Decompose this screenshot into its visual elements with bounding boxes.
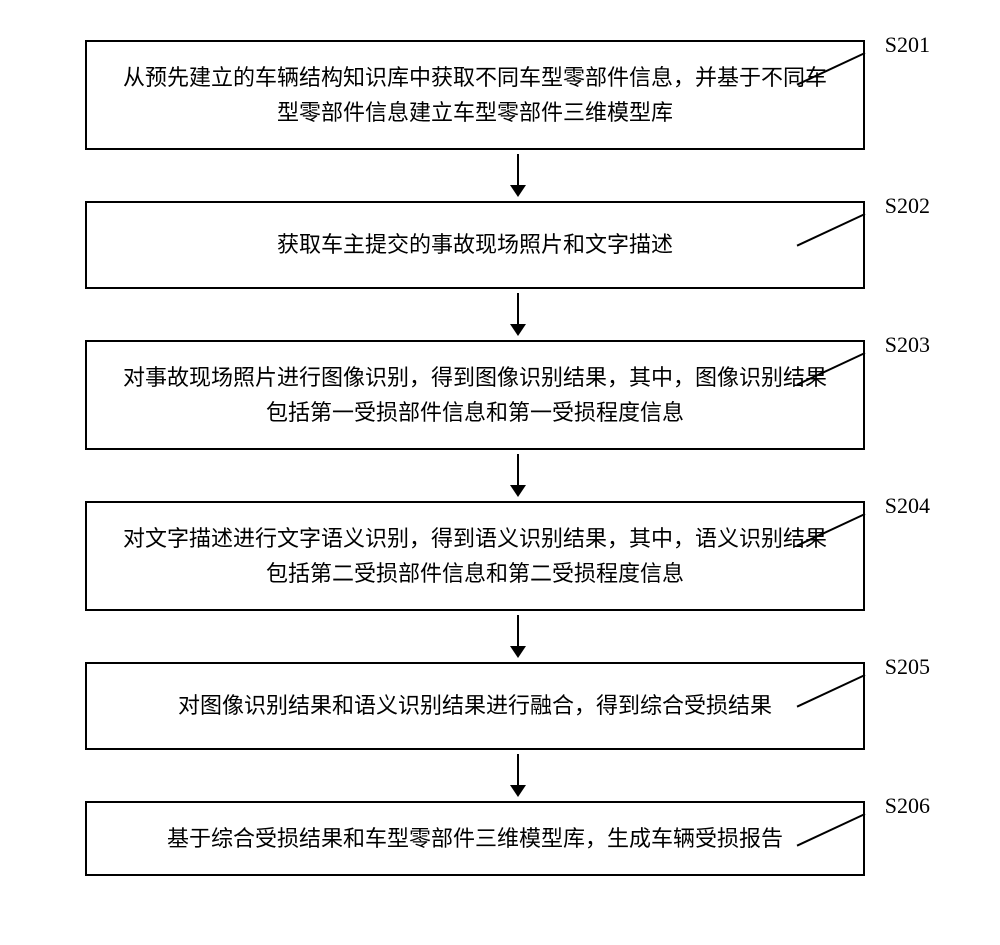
step-s204-label: S204 [885, 493, 930, 519]
step-s203-box: 对事故现场照片进行图像识别，得到图像识别结果，其中，图像识别结果包括第一受损部件… [85, 340, 865, 450]
arrow-head [510, 185, 526, 197]
step-s206-container: 基于综合受损结果和车型零部件三维模型库，生成车辆受损报告 S206 [50, 801, 950, 876]
arrow-head [510, 785, 526, 797]
step-s205-label: S205 [885, 654, 930, 680]
step-s202-box: 获取车主提交的事故现场照片和文字描述 [85, 201, 865, 288]
step-s206-box: 基于综合受损结果和车型零部件三维模型库，生成车辆受损报告 [85, 801, 865, 876]
arrow-5 [128, 754, 908, 797]
step-s205-container: 对图像识别结果和语义识别结果进行融合，得到综合受损结果 S205 [50, 662, 950, 749]
arrow-line [517, 615, 519, 647]
step-s204-text: 对文字描述进行文字语义识别，得到语义识别结果，其中，语义识别结果包括第二受损部件… [117, 521, 833, 591]
step-s204-container: 对文字描述进行文字语义识别，得到语义识别结果，其中，语义识别结果包括第二受损部件… [50, 501, 950, 611]
step-s201-text: 从预先建立的车辆结构知识库中获取不同车型零部件信息，并基于不同车型零部件信息建立… [117, 60, 833, 130]
arrow-line [517, 454, 519, 486]
arrow-4 [128, 615, 908, 658]
step-s205-box: 对图像识别结果和语义识别结果进行融合，得到综合受损结果 [85, 662, 865, 749]
arrow-line [517, 154, 519, 186]
step-s203-label: S203 [885, 332, 930, 358]
arrow-2 [128, 293, 908, 336]
step-s203-text: 对事故现场照片进行图像识别，得到图像识别结果，其中，图像识别结果包括第一受损部件… [117, 360, 833, 430]
step-s201-label: S201 [885, 32, 930, 58]
step-s204-box: 对文字描述进行文字语义识别，得到语义识别结果，其中，语义识别结果包括第二受损部件… [85, 501, 865, 611]
arrow-head [510, 324, 526, 336]
step-s205-text: 对图像识别结果和语义识别结果进行融合，得到综合受损结果 [178, 688, 772, 723]
step-s202-label: S202 [885, 193, 930, 219]
arrow-1 [128, 154, 908, 197]
step-s201-box: 从预先建立的车辆结构知识库中获取不同车型零部件信息，并基于不同车型零部件信息建立… [85, 40, 865, 150]
step-s206-text: 基于综合受损结果和车型零部件三维模型库，生成车辆受损报告 [167, 821, 783, 856]
step-s203-container: 对事故现场照片进行图像识别，得到图像识别结果，其中，图像识别结果包括第一受损部件… [50, 340, 950, 450]
step-s202-text: 获取车主提交的事故现场照片和文字描述 [277, 227, 673, 262]
arrow-head [510, 485, 526, 497]
step-s202-container: 获取车主提交的事故现场照片和文字描述 S202 [50, 201, 950, 288]
arrow-line [517, 293, 519, 325]
arrow-head [510, 646, 526, 658]
step-s206-label: S206 [885, 793, 930, 819]
flowchart-container: 从预先建立的车辆结构知识库中获取不同车型零部件信息，并基于不同车型零部件信息建立… [50, 40, 950, 876]
arrow-3 [128, 454, 908, 497]
arrow-line [517, 754, 519, 786]
step-s201-container: 从预先建立的车辆结构知识库中获取不同车型零部件信息，并基于不同车型零部件信息建立… [50, 40, 950, 150]
